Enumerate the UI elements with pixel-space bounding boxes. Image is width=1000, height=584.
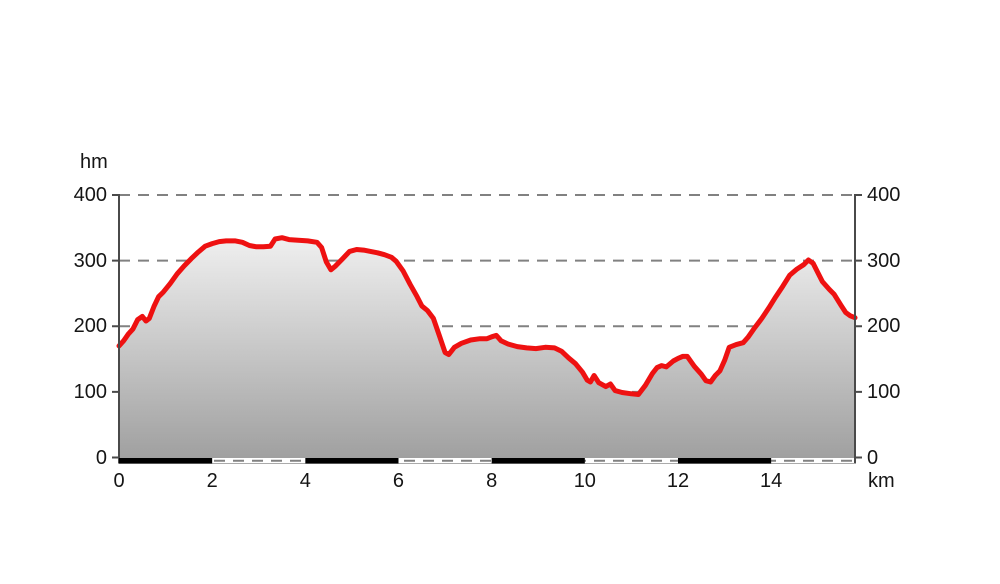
- y-tick-label-left-100: 100: [73, 380, 107, 403]
- distance-bar-segment-4-6: [305, 458, 399, 464]
- y-tick-label-right-400: 400: [867, 184, 901, 206]
- y-tick-label-right-300: 300: [867, 249, 901, 272]
- x-tick-label-4: 4: [299, 470, 311, 492]
- distance-bar-segment-12-14: [677, 458, 772, 464]
- x-axis-unit-label: km: [868, 470, 895, 492]
- x-tick-label-12: 12: [666, 470, 690, 492]
- x-tick-label-2: 2: [206, 470, 218, 492]
- y-tick-label-right-100: 100: [867, 380, 901, 403]
- y-tick-label-left-300: 300: [73, 249, 107, 272]
- distance-bar: [119, 458, 855, 464]
- y-tick-label-left-0: 0: [95, 446, 107, 469]
- distance-bar-segment-0-2: [119, 458, 213, 464]
- y-tick-label-left-200: 200: [73, 315, 107, 338]
- y-tick-label-right-200: 200: [867, 315, 901, 338]
- y-tick-label-left-400: 400: [73, 184, 107, 206]
- axes: [112, 194, 862, 464]
- x-tick-label-10: 10: [573, 470, 596, 492]
- x-tick-label-14: 14: [760, 470, 783, 492]
- y-axis-unit-label: hm: [80, 151, 108, 173]
- x-tick-label-0: 0: [113, 470, 125, 492]
- distance-bar-segment-8-10: [491, 458, 585, 464]
- y-tick-label-right-0: 0: [867, 446, 879, 469]
- elevation-line: [116, 235, 858, 397]
- elevation-area-fill: [119, 237, 855, 458]
- x-tick-label-8: 8: [486, 470, 498, 492]
- x-tick-label-6: 6: [392, 470, 405, 492]
